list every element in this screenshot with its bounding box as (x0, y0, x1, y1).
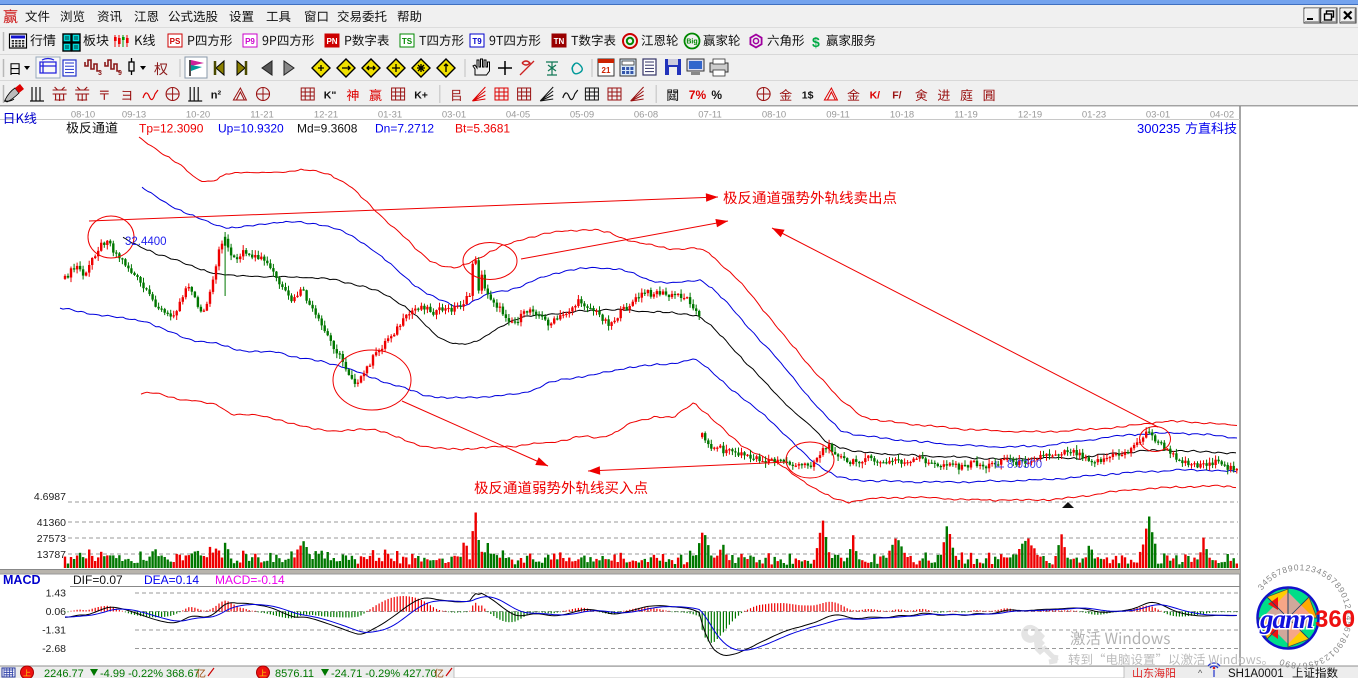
svg-text:10-20: 10-20 (186, 110, 210, 121)
svg-text:9: 9 (118, 70, 122, 77)
svg-text:DEA=0.14: DEA=0.14 (144, 573, 199, 587)
svg-text:TS: TS (402, 37, 413, 46)
svg-text:Up=10.9320: Up=10.9320 (218, 122, 284, 136)
svg-text:4.6987: 4.6987 (34, 491, 66, 503)
svg-text:PS: PS (170, 37, 181, 46)
svg-text:03-01: 03-01 (442, 110, 466, 121)
svg-text:11-19: 11-19 (954, 110, 978, 121)
svg-text:07-11: 07-11 (698, 110, 722, 121)
svg-text:8576.11: 8576.11 (275, 668, 314, 678)
svg-text:06-08: 06-08 (634, 110, 658, 121)
svg-text:-24.71 -0.29% 427.70: -24.71 -0.29% 427.70 (331, 668, 437, 678)
svg-text:-4.99 -0.22% 368.67: -4.99 -0.22% 368.67 (100, 668, 200, 678)
svg-text:2246.77: 2246.77 (44, 668, 84, 678)
svg-text:-2.68: -2.68 (42, 643, 66, 655)
svg-text:DIF=0.07: DIF=0.07 (73, 573, 123, 587)
svg-text:Tp=12.3090: Tp=12.3090 (139, 122, 204, 136)
svg-text:T9: T9 (472, 37, 482, 46)
svg-text:12-21: 12-21 (314, 110, 338, 121)
svg-text:13787: 13787 (37, 549, 66, 561)
svg-text:03-01: 03-01 (1146, 110, 1170, 121)
svg-text:08-10: 08-10 (71, 110, 95, 121)
svg-text:01-31: 01-31 (378, 110, 402, 121)
svg-text:TN: TN (554, 37, 565, 46)
svg-text:K": K" (324, 90, 337, 102)
svg-text:27573: 27573 (37, 533, 66, 545)
svg-text:1.43: 1.43 (46, 588, 67, 600)
svg-text:F/: F/ (892, 90, 901, 102)
svg-text:Md=9.3608: Md=9.3608 (297, 122, 358, 136)
svg-text:360: 360 (1315, 606, 1355, 633)
svg-text:05-09: 05-09 (570, 110, 594, 121)
svg-text:MACD: MACD (3, 573, 41, 587)
svg-text:12-19: 12-19 (1018, 110, 1042, 121)
svg-text:PN: PN (326, 37, 337, 46)
svg-text:21: 21 (602, 66, 611, 75)
svg-text:11-21: 11-21 (250, 110, 274, 121)
svg-text:-1.31: -1.31 (42, 625, 66, 637)
svg-text:09-13: 09-13 (122, 110, 146, 121)
svg-text:Dn=7.2712: Dn=7.2712 (375, 122, 434, 136)
svg-text:09-11: 09-11 (826, 110, 850, 121)
svg-text:32.4400: 32.4400 (125, 236, 167, 248)
svg-text:n²: n² (211, 90, 222, 102)
svg-text:1$: 1$ (802, 90, 814, 102)
svg-text:SH1A0001: SH1A0001 (1228, 668, 1284, 678)
svg-text:K/: K/ (870, 90, 881, 102)
svg-text:K+: K+ (414, 90, 428, 102)
svg-text:7%: 7% (689, 88, 707, 102)
svg-text:P9: P9 (245, 37, 255, 46)
svg-text:gann: gann (1259, 604, 1313, 634)
svg-text:01-23: 01-23 (1082, 110, 1106, 121)
svg-text:8.0300: 8.0300 (1007, 459, 1042, 471)
svg-text:%: % (711, 88, 722, 102)
svg-text:3: 3 (98, 70, 102, 77)
svg-text:Bt=5.3681: Bt=5.3681 (455, 122, 510, 136)
svg-text:300235: 300235 (1137, 121, 1180, 136)
svg-text:04-05: 04-05 (506, 110, 530, 121)
svg-text:41360: 41360 (37, 517, 66, 529)
svg-text:10-18: 10-18 (890, 110, 914, 121)
svg-text:0.06: 0.06 (46, 606, 67, 618)
svg-text:08-10: 08-10 (762, 110, 786, 121)
svg-text:MACD=-0.14: MACD=-0.14 (215, 573, 285, 587)
svg-text:$: $ (812, 34, 820, 50)
svg-text:^: ^ (1198, 668, 1203, 678)
svg-text:Big: Big (686, 39, 697, 46)
svg-text:04-02: 04-02 (1210, 110, 1234, 121)
